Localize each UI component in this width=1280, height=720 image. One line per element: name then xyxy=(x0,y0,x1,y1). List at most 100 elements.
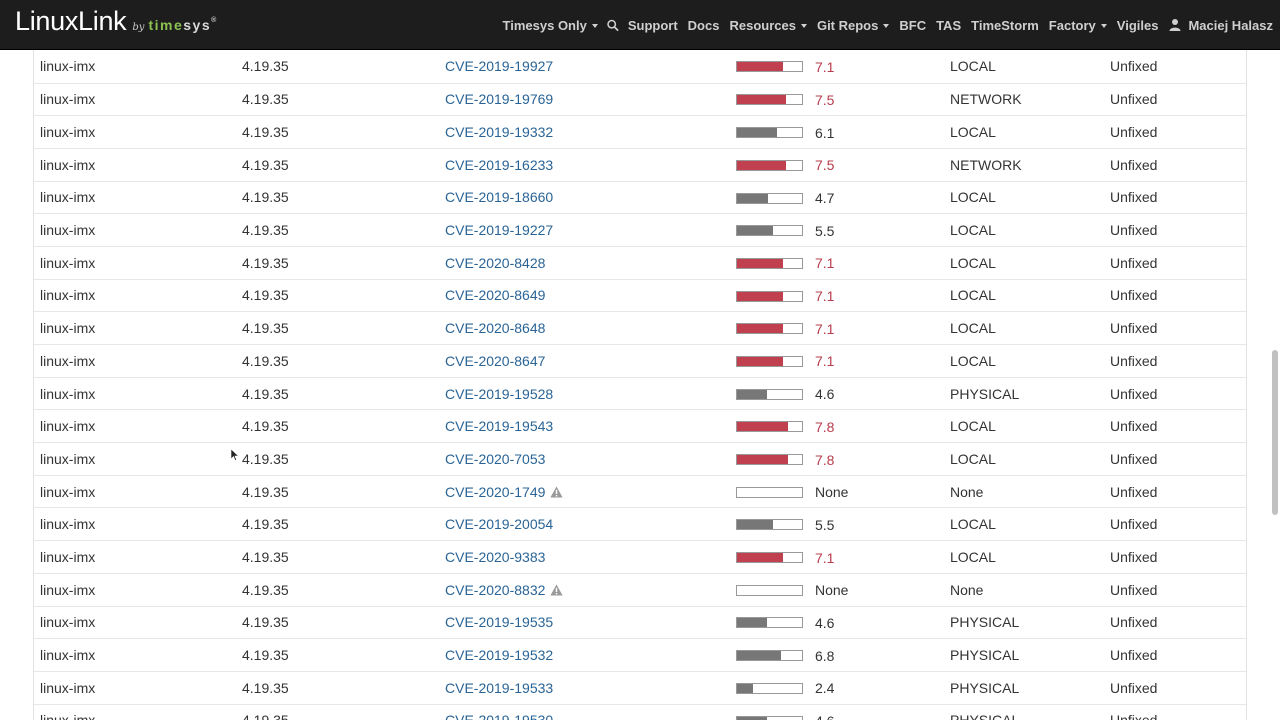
score-bar xyxy=(736,94,803,106)
version-cell: 4.19.35 xyxy=(236,573,439,607)
cve-cell: CVE-2019-19227 xyxy=(439,213,730,247)
score-value: 7.8 xyxy=(815,451,835,468)
page-scrollbar[interactable] xyxy=(1272,350,1278,515)
cve-cell: CVE-2019-19769 xyxy=(439,83,730,117)
cve-link[interactable]: CVE-2020-8647 xyxy=(445,352,546,369)
table-row: linux-imx 4.19.35 CVE-2019-19227 5.5 LOCAL Un… xyxy=(34,213,1246,247)
score-bar xyxy=(736,257,803,269)
vector-cell: PHYSICAL xyxy=(944,606,1104,640)
score-cell: 4.7 xyxy=(730,181,944,215)
nav-factory[interactable]: Factory xyxy=(1044,18,1112,33)
brand-timesys-time: time xyxy=(148,17,184,33)
version-cell: 4.19.35 xyxy=(236,115,439,149)
cve-cell: CVE-2019-20054 xyxy=(439,507,730,542)
cve-link[interactable]: CVE-2019-19769 xyxy=(445,91,554,108)
table-row: linux-imx 4.19.35 CVE-2019-19543 7.8 LOCAL Un… xyxy=(34,409,1246,444)
score-bar xyxy=(736,519,803,531)
cve-link[interactable]: CVE-2019-19332 xyxy=(445,124,554,141)
nav-vigiles[interactable]: Vigiles xyxy=(1116,17,1159,33)
version-cell: 4.19.35 xyxy=(236,442,439,476)
linuxlink-logo[interactable]: LinuxLink by timesys® xyxy=(15,6,218,37)
score-bar xyxy=(736,486,803,498)
score-bar xyxy=(736,192,803,204)
score-value: 4.6 xyxy=(815,386,835,403)
chevron-down-icon xyxy=(883,24,890,28)
table-row: linux-imx 4.19.35 CVE-2020-8832 None None Unf… xyxy=(34,573,1246,607)
cve-link[interactable]: CVE-2019-19533 xyxy=(445,679,554,696)
status-cell: Unfixed xyxy=(1104,83,1246,117)
mouse-pointer-icon xyxy=(231,449,239,461)
cve-link[interactable]: CVE-2019-19530 xyxy=(445,712,553,720)
score-value: 4.7 xyxy=(815,190,835,207)
score-bar-fill xyxy=(737,95,786,105)
cve-cell: CVE-2020-8428 xyxy=(439,246,730,280)
nav-user-menu[interactable]: Maciej Halasz xyxy=(1163,18,1278,33)
cve-cell: CVE-2020-7053 xyxy=(439,442,730,476)
score-cell: 4.6 xyxy=(730,704,944,720)
nav-docs[interactable]: Docs xyxy=(687,17,720,33)
nav-resources[interactable]: Resources xyxy=(724,18,811,33)
table-row: linux-imx 4.19.35 CVE-2020-1749 None None Unf… xyxy=(34,475,1246,509)
nav-tas[interactable]: TAS xyxy=(936,17,962,33)
cve-link[interactable]: CVE-2019-19927 xyxy=(445,58,554,75)
cve-link[interactable]: CVE-2019-16233 xyxy=(445,156,554,173)
vector-cell: NETWORK xyxy=(944,83,1104,117)
cve-link[interactable]: CVE-2019-19528 xyxy=(445,385,554,402)
score-value: 7.1 xyxy=(815,255,835,272)
nav-timestorm[interactable]: TimeStorm xyxy=(971,17,1039,33)
score-cell: 7.1 xyxy=(730,540,944,574)
nav-timesys-only[interactable]: Timesys Only xyxy=(498,18,603,33)
score-value: 5.5 xyxy=(815,222,835,239)
cve-table-body: linux-imx 4.19.35 CVE-2019-19927 7.1 LOCAL Un… xyxy=(34,50,1246,720)
cve-link[interactable]: CVE-2020-8428 xyxy=(445,254,546,271)
score-value: 4.6 xyxy=(815,614,835,631)
score-value: 6.1 xyxy=(815,124,835,141)
warning-icon[interactable] xyxy=(550,486,564,498)
vector-cell: NETWORK xyxy=(944,148,1104,182)
brand-timesys-sys: sys xyxy=(183,17,212,33)
cve-link[interactable]: CVE-2020-8832 xyxy=(445,581,546,598)
package-cell: linux-imx xyxy=(34,671,236,705)
cve-table-container: linux-imx 4.19.35 CVE-2019-19927 7.1 LOCAL Un… xyxy=(33,50,1247,720)
status-cell: Unfixed xyxy=(1104,115,1246,149)
score-value: None xyxy=(815,582,849,599)
score-bar xyxy=(736,225,803,237)
cve-link[interactable]: CVE-2019-18660 xyxy=(445,189,554,206)
package-cell: linux-imx xyxy=(34,606,236,640)
vector-cell: LOCAL xyxy=(944,181,1104,215)
score-cell: 7.8 xyxy=(730,442,944,476)
cve-link[interactable]: CVE-2019-19543 xyxy=(445,418,554,435)
score-bar xyxy=(736,454,803,466)
table-row: linux-imx 4.19.35 CVE-2019-19927 7.1 LOCAL Un… xyxy=(34,50,1246,84)
cve-cell: CVE-2019-19530 xyxy=(439,704,730,720)
score-bar xyxy=(736,127,803,139)
score-cell: 6.1 xyxy=(730,115,944,149)
cve-link[interactable]: CVE-2020-1749 xyxy=(445,483,546,500)
cve-link[interactable]: CVE-2020-9383 xyxy=(445,548,546,565)
package-cell: linux-imx xyxy=(34,115,236,149)
cve-cell: CVE-2019-19535 xyxy=(439,606,730,640)
score-cell: 6.8 xyxy=(730,638,944,672)
vector-cell: LOCAL xyxy=(944,442,1104,476)
cve-link[interactable]: CVE-2019-20054 xyxy=(445,516,554,533)
cve-link[interactable]: CVE-2019-19535 xyxy=(445,614,554,631)
package-cell: linux-imx xyxy=(34,377,236,411)
package-cell: linux-imx xyxy=(34,573,236,607)
cve-cell: CVE-2019-19927 xyxy=(439,50,730,84)
nav-bfc[interactable]: BFC xyxy=(899,17,927,33)
search-icon[interactable] xyxy=(603,15,623,35)
score-value: 7.1 xyxy=(815,353,835,370)
warning-icon[interactable] xyxy=(550,584,564,596)
nav-support[interactable]: Support xyxy=(627,17,678,33)
cve-cell: CVE-2019-19543 xyxy=(439,409,730,444)
cve-link[interactable]: CVE-2019-19227 xyxy=(445,222,554,239)
cve-link[interactable]: CVE-2020-8648 xyxy=(445,320,546,337)
status-cell: Unfixed xyxy=(1104,507,1246,542)
vector-cell: PHYSICAL xyxy=(944,671,1104,705)
vector-cell: LOCAL xyxy=(944,540,1104,574)
cve-link[interactable]: CVE-2020-8649 xyxy=(445,287,546,304)
cve-link[interactable]: CVE-2019-19532 xyxy=(445,647,554,664)
nav-git-repos[interactable]: Git Repos xyxy=(812,18,894,33)
cve-link[interactable]: CVE-2020-7053 xyxy=(445,450,546,467)
table-row: linux-imx 4.19.35 CVE-2020-8648 7.1 LOCAL Unf… xyxy=(34,311,1246,345)
